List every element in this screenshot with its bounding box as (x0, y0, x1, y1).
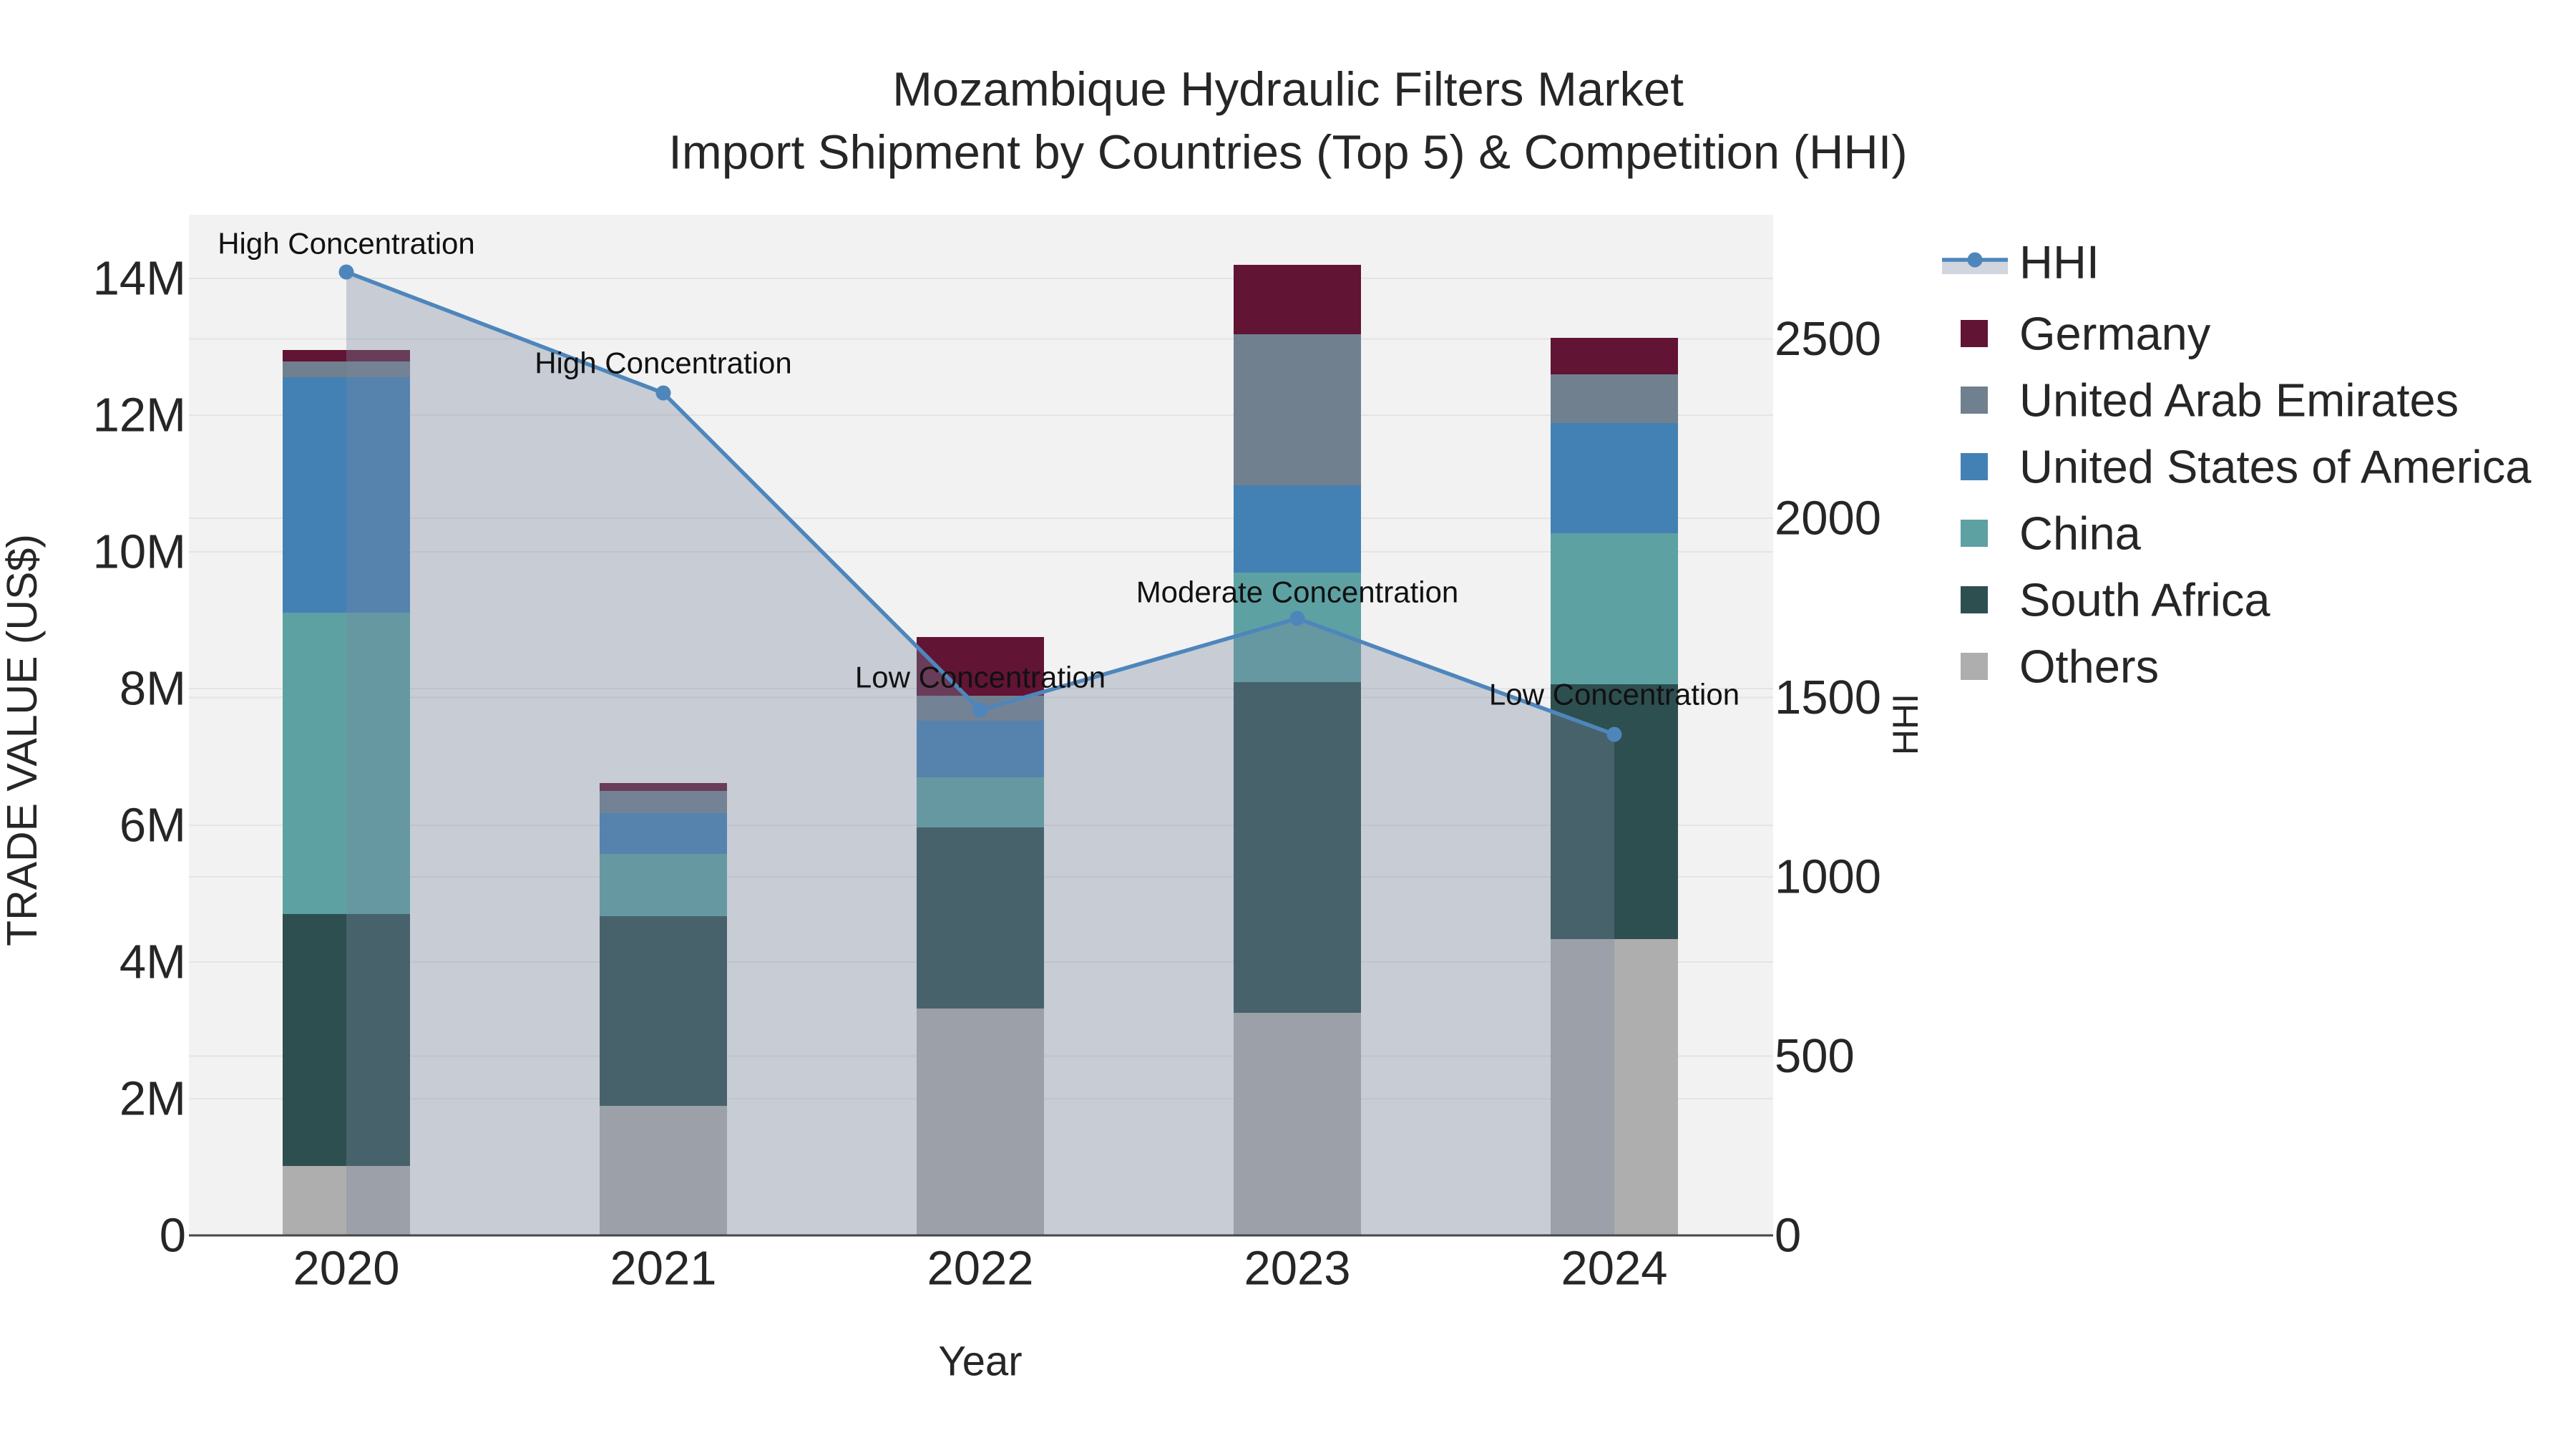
svg-text:Others: Others (2019, 641, 2159, 693)
svg-text:TRADE VALUE (US$): TRADE VALUE (US$) (0, 534, 46, 946)
svg-text:2500: 2500 (1775, 312, 1881, 366)
svg-text:4M: 4M (119, 936, 186, 989)
svg-text:2M: 2M (119, 1072, 186, 1126)
svg-text:United States of America: United States of America (2019, 441, 2532, 493)
svg-text:14M: 14M (93, 252, 186, 306)
svg-text:Moderate Concentration: Moderate Concentration (1136, 575, 1459, 609)
svg-text:Low Concentration: Low Concentration (855, 661, 1106, 694)
svg-text:2024: 2024 (1561, 1242, 1667, 1296)
svg-text:Germany: Germany (2019, 308, 2211, 360)
svg-text:HHI: HHI (1885, 694, 1926, 755)
svg-text:6M: 6M (119, 799, 186, 852)
svg-text:China: China (2019, 507, 2142, 560)
svg-text:United Arab Emirates: United Arab Emirates (2019, 374, 2459, 427)
svg-text:12M: 12M (93, 389, 186, 442)
svg-text:500: 500 (1775, 1029, 1855, 1083)
svg-text:1500: 1500 (1775, 671, 1881, 724)
svg-text:2020: 2020 (293, 1242, 399, 1296)
svg-text:2021: 2021 (610, 1242, 716, 1296)
svg-text:HHI: HHI (2019, 236, 2099, 288)
svg-text:Low Concentration: Low Concentration (1489, 678, 1740, 711)
svg-text:Import Shipment by Countries (: Import Shipment by Countries (Top 5) & C… (668, 126, 1907, 180)
svg-text:Mozambique Hydraulic Filters M: Mozambique Hydraulic Filters Market (892, 63, 1684, 117)
svg-text:2000: 2000 (1775, 492, 1881, 545)
svg-text:0: 0 (1775, 1209, 1801, 1263)
svg-text:Year: Year (938, 1338, 1022, 1385)
svg-text:High Concentration: High Concentration (218, 227, 475, 261)
svg-text:2023: 2023 (1244, 1242, 1350, 1296)
svg-text:South Africa: South Africa (2019, 574, 2270, 626)
svg-text:High Concentration: High Concentration (535, 346, 792, 380)
svg-text:2022: 2022 (927, 1242, 1033, 1296)
svg-text:1000: 1000 (1775, 850, 1881, 904)
svg-text:10M: 10M (93, 525, 186, 579)
svg-text:0: 0 (160, 1209, 186, 1263)
svg-text:8M: 8M (119, 662, 186, 716)
